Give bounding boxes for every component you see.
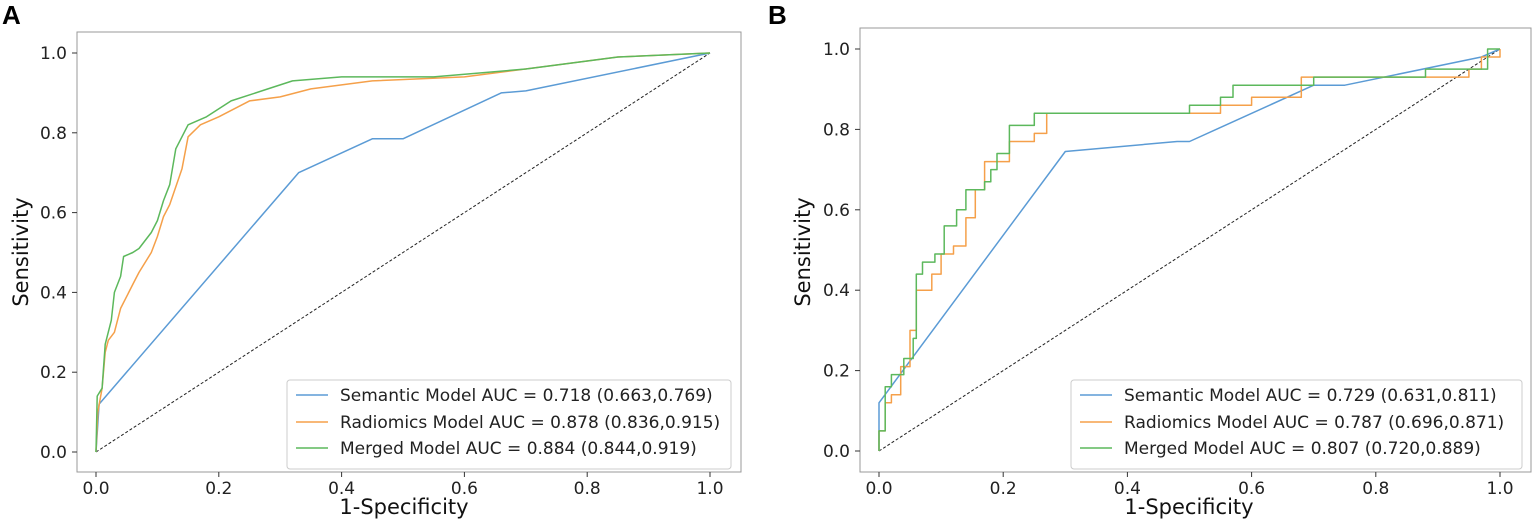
x-tick-label: 0.0 bbox=[82, 479, 109, 499]
y-tick-label: 0.0 bbox=[823, 442, 850, 462]
panel-letter: B bbox=[768, 0, 787, 30]
x-axis-label: 1-Specificity bbox=[1124, 495, 1253, 519]
y-tick-label: 0.6 bbox=[40, 204, 67, 224]
roc-curve-radiomics bbox=[95, 52, 711, 453]
roc-curve-semantic bbox=[95, 52, 711, 453]
roc-curve-semantic bbox=[878, 48, 1501, 451]
legend: Semantic Model AUC = 0.729 (0.631,0.811)… bbox=[1070, 379, 1523, 470]
panel-a: A 0.0 0.2 0.4 0.6 0.8 1.0 0.0 0.2 0.4 0.6 0.8 1.0 1… bbox=[2, 0, 742, 519]
y-tick-label: 0.8 bbox=[823, 120, 850, 140]
plot-area: 0.0 0.2 0.4 0.6 0.8 1.0 0.0 0.2 0.4 0.6 0.8 1.0 bbox=[40, 31, 742, 499]
x-tick-label: 0.4 bbox=[328, 479, 355, 499]
panel-b: B 0.0 0.2 0.4 0.6 0.8 1.0 0.0 0.2 0.4 0.6 0.8 1.0 1… bbox=[768, 0, 1532, 519]
roc-curve-radiomics bbox=[878, 49, 1501, 451]
x-tick-label: 0.8 bbox=[1362, 479, 1389, 499]
legend-box bbox=[286, 379, 732, 470]
plot-area: 0.0 0.2 0.4 0.6 0.8 1.0 0.0 0.2 0.4 0.6 0.8 1.0 bbox=[823, 27, 1532, 499]
y-tick-label: 0.6 bbox=[823, 201, 850, 221]
y-tick-label: 0.4 bbox=[823, 281, 850, 301]
y-tick-label: 0.2 bbox=[40, 363, 67, 383]
y-tick-label: 0.2 bbox=[823, 362, 850, 382]
plot-frame bbox=[76, 31, 742, 473]
x-tick-label: 0.2 bbox=[990, 479, 1017, 499]
legend-label-merged: Merged Model AUC = 0.884 (0.844,0.919) bbox=[340, 439, 697, 459]
legend: Semantic Model AUC = 0.718 (0.663,0.769)… bbox=[286, 379, 732, 470]
x-tick-label: 1.0 bbox=[696, 479, 723, 499]
legend-box bbox=[1070, 379, 1523, 470]
x-tick-label: 0.6 bbox=[1238, 479, 1265, 499]
y-tick-label: 0.8 bbox=[40, 124, 67, 144]
chance-diagonal-line bbox=[878, 48, 1501, 452]
roc-curve-merged bbox=[878, 48, 1500, 451]
y-axis-label: Sensitivity bbox=[791, 197, 815, 306]
x-axis-label: 1-Specificity bbox=[339, 495, 468, 519]
x-tick-label: 0.2 bbox=[205, 479, 232, 499]
x-tick-label: 0.0 bbox=[865, 479, 892, 499]
roc-curve-merged bbox=[95, 52, 711, 453]
y-tick-label: 0.4 bbox=[40, 283, 67, 303]
x-tick-label: 0.6 bbox=[451, 479, 478, 499]
x-tick-label: 1.0 bbox=[1486, 479, 1513, 499]
x-tick-label: 0.4 bbox=[1114, 479, 1141, 499]
x-tick-label: 0.8 bbox=[574, 479, 601, 499]
chance-diagonal-line bbox=[95, 52, 711, 453]
y-tick-label: 1.0 bbox=[40, 44, 67, 64]
plot-frame bbox=[859, 27, 1532, 473]
legend-label-radiomics: Radiomics Model AUC = 0.878 (0.836,0.915… bbox=[340, 413, 720, 433]
legend-label-semantic: Semantic Model AUC = 0.729 (0.631,0.811) bbox=[1124, 386, 1497, 406]
y-axis-label: Sensitivity bbox=[9, 197, 33, 306]
legend-label-merged: Merged Model AUC = 0.807 (0.720,0.889) bbox=[1124, 439, 1481, 459]
legend-label-semantic: Semantic Model AUC = 0.718 (0.663,0.769) bbox=[340, 386, 713, 406]
y-tick-label: 1.0 bbox=[823, 40, 850, 60]
y-tick-label: 0.0 bbox=[40, 443, 67, 463]
panel-letter: A bbox=[2, 0, 21, 30]
legend-label-radiomics: Radiomics Model AUC = 0.787 (0.696,0.871… bbox=[1124, 413, 1504, 433]
